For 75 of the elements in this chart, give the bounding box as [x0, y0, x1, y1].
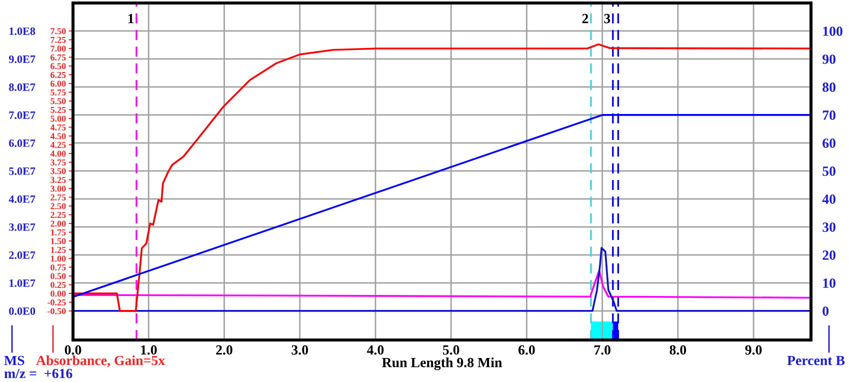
y2-tick-label: 6.50	[50, 63, 66, 70]
x-tick-label: 5.0	[442, 345, 460, 355]
y2-tick-label: 7.25	[50, 36, 66, 44]
y2-tick-label: 0.00	[50, 290, 66, 297]
y2-tick-label: 4.50	[50, 133, 66, 140]
y-tick-label: 7.0E7	[9, 111, 36, 119]
y2-tick-label: 4.25	[50, 142, 66, 148]
y2-tick-label: 3.50	[50, 168, 66, 174]
y2-tick-label: 2.50	[50, 203, 66, 210]
annotation: 3	[604, 14, 610, 24]
y3-tick-label: 0	[822, 306, 829, 316]
y2-tick-label: 1.00	[50, 256, 66, 262]
x-axis-title: Run Length 9.8 Min	[382, 357, 502, 370]
x-tick-label: 2.0	[216, 345, 232, 355]
y2-tick-label: 3.75	[50, 159, 66, 166]
y3-tick-label: 80	[822, 82, 836, 92]
y2-tick-label: 6.75	[50, 54, 66, 61]
y2-tick-label: 5.25	[50, 106, 66, 113]
y-tick-label: 4.0E7	[8, 195, 36, 203]
x-tick-label: 9.0	[745, 345, 762, 355]
y2-tick-label: 6.25	[50, 72, 66, 78]
y2-tick-label: 0.25	[50, 282, 66, 288]
y-tick-label: 2.0E7	[9, 251, 36, 259]
y-tick-label: 8.0E7	[9, 83, 36, 91]
y3-axis-title: Percent B	[787, 356, 845, 366]
y-tick-label: 1.0E7	[10, 279, 36, 287]
x-tick-label: 3.0	[292, 345, 308, 355]
y-tick-label: 0.0E0	[9, 307, 36, 315]
x-tick-label: 8.0	[670, 345, 686, 355]
x-tick-label: 7.0	[594, 345, 610, 355]
annotation: 1	[128, 14, 134, 24]
y2-tick-label: 6.00	[50, 80, 66, 87]
y3-tick-label: 60	[822, 138, 836, 148]
y2-tick-label: 4.75	[50, 124, 66, 130]
y2-tick-label: 1.25	[50, 246, 66, 253]
y-tick-label: 1.0E8	[10, 27, 36, 36]
y3-tick-label: 20	[822, 250, 836, 260]
y-tick-label: 5.0E7	[9, 167, 36, 175]
y2-tick-label: 2.75	[50, 194, 66, 200]
y-axis-title: MS	[4, 356, 24, 366]
y2-tick-label: 2.00	[50, 220, 66, 227]
y3-tick-label: 100	[823, 26, 842, 36]
x-tick-label: 4.0	[366, 345, 384, 355]
x-tick-label: 0.0	[64, 345, 82, 355]
y2-tick-label: 7.50	[50, 28, 66, 34]
y2-tick-label: 1.50	[50, 238, 66, 244]
y2-tick-label: -0.50	[48, 308, 66, 314]
annotation: 2	[582, 14, 588, 24]
y3-tick-label: 40	[822, 194, 836, 204]
y2-tick-label: 5.75	[50, 89, 66, 96]
y2-tick-label: 5.00	[50, 116, 66, 122]
y-tick-label: 6.0E7	[9, 139, 36, 147]
x-tick-label: 6.0	[518, 345, 535, 355]
y2-tick-label: 1.75	[50, 229, 66, 236]
y2-tick-label: 7.00	[50, 46, 66, 52]
y-tick-label: 3.0E7	[9, 223, 36, 231]
line-series	[73, 247, 811, 312]
y3-tick-label: 10	[823, 278, 836, 288]
x-tick-label: 1.0	[141, 345, 157, 355]
y3-tick-label: 90	[822, 54, 836, 64]
y2-tick-label: 0.75	[50, 264, 66, 270]
y3-tick-label: 70	[822, 110, 836, 120]
y3-tick-label: 30	[822, 222, 836, 232]
y2-tick-label: 3.25	[50, 176, 66, 183]
y2-tick-label: 2.25	[50, 212, 66, 218]
y2-tick-label: 4.00	[50, 150, 66, 157]
y3-tick-label: 50	[822, 166, 836, 176]
y2-tick-label: 0.50	[50, 273, 66, 280]
y2-axis-title: Absorbance, Gain=5x	[36, 355, 165, 368]
line-series	[73, 43, 811, 312]
y2-tick-label: -0.25	[48, 299, 66, 306]
y2-tick-label: 3.00	[50, 186, 66, 192]
text: m/z = +616	[4, 368, 72, 378]
y-tick-label: 9.0E7	[8, 55, 36, 63]
y2-tick-label: 5.50	[50, 98, 66, 104]
